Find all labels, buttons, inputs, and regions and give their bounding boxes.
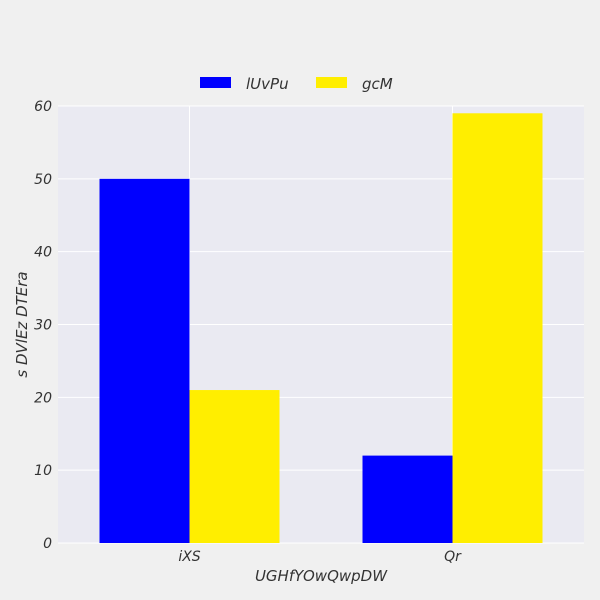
legend-label: gcM	[362, 75, 393, 93]
y-axis-ticks: 0 10 20 30 40 50 60	[34, 99, 52, 552]
x-tick-label: iXS	[178, 549, 200, 565]
y-tick-label: 60	[34, 99, 52, 115]
legend-swatch	[200, 77, 231, 88]
bar-lUvPu-Qr	[362, 455, 453, 543]
bar-gcM-Qr	[452, 113, 543, 544]
y-tick-label: 10	[34, 463, 52, 479]
bars	[99, 113, 543, 544]
x-tick-label: Qr	[444, 549, 462, 565]
y-tick-label: 20	[34, 390, 52, 406]
legend: lUvPu gcM	[200, 75, 393, 93]
x-axis-label: UGHfYOwQwpDW	[255, 567, 388, 585]
y-tick-label: 40	[34, 245, 52, 261]
y-axis-label: s DVlEz DTEra	[13, 271, 31, 377]
y-tick-label: 30	[34, 318, 52, 334]
legend-label: lUvPu	[246, 75, 289, 93]
y-tick-label: 50	[34, 172, 52, 188]
x-axis-ticks: iXS Qr	[178, 549, 462, 565]
bar-gcM-iXS	[189, 390, 280, 543]
y-tick-label: 0	[43, 536, 52, 552]
bar-lUvPu-iXS	[99, 178, 190, 544]
legend-swatch	[316, 77, 347, 88]
